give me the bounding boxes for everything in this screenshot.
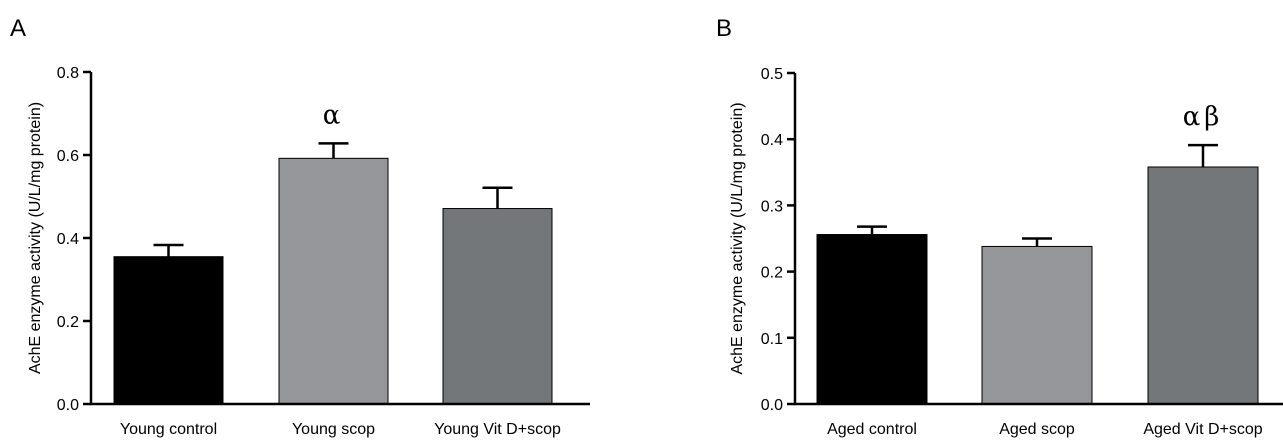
x-tick-label: Young Vit D+scop	[434, 421, 561, 438]
bar	[1147, 166, 1259, 405]
y-tick-label: 0.4	[57, 231, 79, 248]
panel-letter: A	[10, 15, 26, 42]
x-tick-label: Aged scop	[999, 421, 1075, 438]
x-tick-label: Young scop	[292, 421, 375, 438]
y-axis-label: AchE enzyme activity (U/L/mg protein)	[729, 102, 746, 374]
panel-letter: B	[716, 15, 732, 42]
significance-annotation: α	[323, 100, 345, 130]
y-tick-label: 0.1	[761, 331, 783, 348]
bar	[816, 234, 928, 405]
bar	[113, 256, 224, 405]
y-tick-label: 0.2	[761, 265, 783, 282]
y-tick-label: 0.2	[57, 314, 79, 331]
y-tick-label: 0.5	[761, 66, 783, 83]
bar	[278, 157, 389, 405]
y-axis-label: AchE enzyme activity (U/L/mg protein)	[27, 102, 44, 374]
bar	[442, 208, 553, 405]
y-tick-label: 0.3	[761, 198, 783, 215]
y-tick-label: 0.8	[57, 65, 79, 82]
x-tick-label: Young control	[120, 421, 217, 438]
y-tick-label: 0.4	[761, 132, 783, 149]
y-tick-label: 0.6	[57, 148, 79, 165]
x-tick-label: Aged Vit D+scop	[1143, 421, 1262, 438]
y-tick-label: 0.0	[57, 397, 79, 414]
x-tick-label: Aged control	[827, 421, 917, 438]
significance-annotation: αβ	[1183, 102, 1224, 132]
bar	[981, 245, 1093, 405]
y-tick-label: 0.0	[761, 397, 783, 414]
